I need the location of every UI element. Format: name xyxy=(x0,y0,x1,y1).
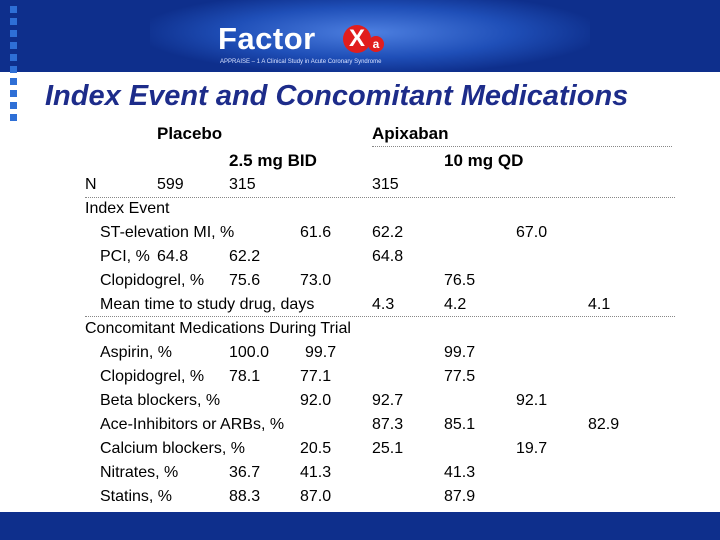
logo-x-badge: X xyxy=(343,25,371,53)
cell-value: 64.8 xyxy=(372,248,404,265)
footer-bar xyxy=(0,512,720,540)
cell-value: 75.6 xyxy=(229,272,261,289)
bullet-square xyxy=(10,66,17,73)
cell-value: 82.9 xyxy=(588,416,620,433)
cell-value: 99.7 xyxy=(305,344,337,361)
row-divider xyxy=(85,316,675,317)
cell-value: 64.8 xyxy=(157,248,189,265)
bullet-square xyxy=(10,90,17,97)
bullet-square xyxy=(10,102,17,109)
logo-text: Factor xyxy=(218,21,316,56)
cell-value: 20.5 xyxy=(300,440,332,457)
row-label: Clopidogrel, % xyxy=(100,272,205,289)
row-label: ST-elevation MI, % xyxy=(100,224,235,241)
section-heading-index-event: Index Event xyxy=(85,200,170,217)
cell-value: 61.6 xyxy=(300,224,332,241)
cell-value: 4.2 xyxy=(444,296,467,313)
section-heading-concomitant: Concomitant Medications During Trial xyxy=(85,320,351,337)
cell-value: 4.3 xyxy=(372,296,395,313)
slide-title: Index Event and Concomitant Medications xyxy=(45,80,629,112)
cell-value: 41.3 xyxy=(300,464,332,481)
cell-value: 36.7 xyxy=(229,464,261,481)
cell-value: 599 xyxy=(157,176,184,193)
logo-a-badge: a xyxy=(368,36,384,52)
column-header-dose-low: 2.5 mg BID xyxy=(229,151,317,170)
bullet-square xyxy=(10,6,17,13)
cell-value: 77.5 xyxy=(444,368,476,385)
row-divider xyxy=(85,197,675,198)
cell-value: 85.1 xyxy=(444,416,476,433)
column-header-apixaban: Apixaban xyxy=(372,124,449,143)
cell-value: 76.5 xyxy=(444,272,476,289)
cell-value: 25.1 xyxy=(372,440,404,457)
header-banner: Factor X a APPRAISE – 1 A Clinical Study… xyxy=(0,0,720,72)
cell-value: 78.1 xyxy=(229,368,261,385)
cell-value: 4.1 xyxy=(588,296,611,313)
bullet-square xyxy=(10,42,17,49)
cell-value: 67.0 xyxy=(516,224,548,241)
row-label: Mean time to study drug, days xyxy=(100,296,315,313)
cell-value: 92.7 xyxy=(372,392,404,409)
row-label: Statins, % xyxy=(100,488,173,505)
cell-value: 88.3 xyxy=(229,488,261,505)
row-label: Nitrates, % xyxy=(100,464,179,481)
cell-value: 87.3 xyxy=(372,416,404,433)
column-header-placebo: Placebo xyxy=(157,124,223,143)
header-divider xyxy=(372,146,672,147)
cell-value: 41.3 xyxy=(444,464,476,481)
cell-value: 92.0 xyxy=(300,392,332,409)
row-label: PCI, % xyxy=(100,248,150,265)
cell-value: 19.7 xyxy=(516,440,548,457)
cell-value: 315 xyxy=(372,176,399,193)
factor-xa-logo: Factor X a xyxy=(218,22,418,56)
cell-value: 315 xyxy=(229,176,256,193)
column-header-dose-high: 10 mg QD xyxy=(444,151,524,170)
cell-value: 99.7 xyxy=(444,344,476,361)
row-label: Ace-Inhibitors or ARBs, % xyxy=(100,416,285,433)
cell-value: 62.2 xyxy=(229,248,261,265)
cell-value: 100.0 xyxy=(229,344,270,361)
row-label: Aspirin, % xyxy=(100,344,173,361)
cell-value: 62.2 xyxy=(372,224,404,241)
row-label: Beta blockers, % xyxy=(100,392,221,409)
row-label: Calcium blockers, % xyxy=(100,440,245,457)
cell-value: 87.0 xyxy=(300,488,332,505)
banner-tagline: APPRAISE – 1 A Clinical Study in Acute C… xyxy=(220,59,382,65)
bullet-square xyxy=(10,30,17,37)
row-label: Clopidogrel, % xyxy=(100,368,205,385)
bullet-square xyxy=(10,114,17,121)
bullet-square xyxy=(10,78,17,85)
bullet-square xyxy=(10,54,17,61)
cell-value: 77.1 xyxy=(300,368,332,385)
cell-value: 87.9 xyxy=(444,488,476,505)
bullet-square xyxy=(10,18,17,25)
row-label-n: N xyxy=(85,176,97,193)
cell-value: 92.1 xyxy=(516,392,548,409)
cell-value: 73.0 xyxy=(300,272,332,289)
